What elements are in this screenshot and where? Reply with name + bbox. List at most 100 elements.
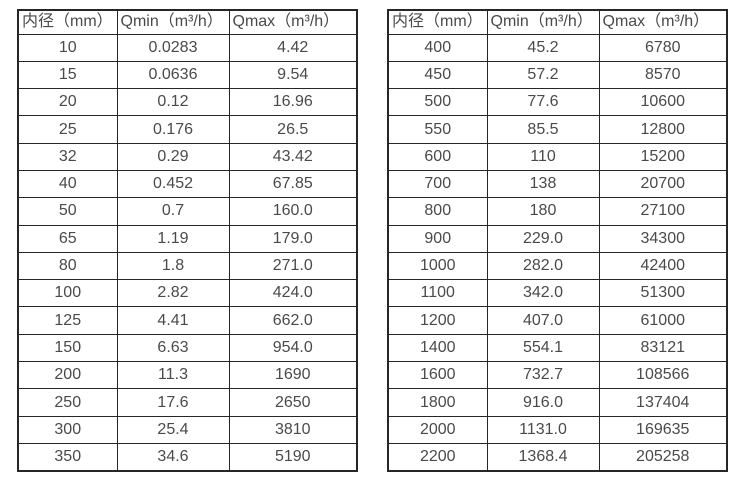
table-cell-diameter: 600	[387, 142, 488, 171]
table-row: 1400 554.1 83121	[387, 333, 728, 363]
table-cell-qmax: 9.54	[228, 60, 358, 90]
table-cell-qmax: 83121	[598, 333, 728, 363]
table-row: 2200 1368.4 205258	[387, 442, 728, 472]
table-cell-qmax: 10600	[598, 88, 728, 117]
table-row: 350 34.6 5190	[17, 442, 358, 472]
table-cell-diameter: 20	[17, 88, 118, 117]
table-cell-diameter: 80	[17, 251, 118, 281]
table-cell-qmin: 916.0	[486, 388, 600, 417]
table-row: 125 4.41 662.0	[17, 306, 358, 335]
table-cell-qmax: 424.0	[228, 279, 358, 308]
table-cell-qmax: 6780	[598, 33, 728, 62]
table-cell-diameter: 700	[387, 169, 488, 199]
table-cell-qmax: 954.0	[228, 333, 358, 363]
table-cell-qmax: 108566	[598, 361, 728, 390]
table-cell-diameter: 350	[17, 442, 118, 472]
table-cell-qmin: 0.0636	[116, 60, 230, 90]
table-row: 250 17.6 2650	[17, 388, 358, 417]
table-cell-qmax: 15200	[598, 142, 728, 171]
table-cell-qmin: 1131.0	[486, 415, 600, 444]
table-cell-qmin: 25.4	[116, 415, 230, 444]
table-cell-diameter: 25	[17, 115, 118, 144]
column-header-qmin: Qmin（m³/h）	[486, 9, 600, 35]
table-cell-qmin: 229.0	[486, 224, 600, 253]
table-row: 1100 342.0 51300	[387, 279, 728, 308]
table-cell-qmax: 169635	[598, 415, 728, 444]
header-row: 内径（mm） Qmin（m³/h） Qmax（m³/h）	[387, 9, 728, 35]
table-cell-qmin: 34.6	[116, 442, 230, 472]
table-cell-diameter: 1600	[387, 361, 488, 390]
table-row: 20 0.12 16.96	[17, 88, 358, 117]
table-row: 900 229.0 34300	[387, 224, 728, 253]
table-row: 600 110 15200	[387, 142, 728, 171]
table-cell-qmin: 57.2	[486, 60, 600, 90]
table-cell-qmax: 61000	[598, 306, 728, 335]
table-cell-diameter: 15	[17, 60, 118, 90]
column-header-diameter: 内径（mm）	[17, 9, 118, 35]
table-cell-diameter: 1800	[387, 388, 488, 417]
table-cell-qmin: 0.452	[116, 169, 230, 199]
flow-table-small-diameters: 内径（mm） Qmin（m³/h） Qmax（m³/h） 10 0.0283 4.42 15…	[17, 9, 358, 472]
table-row: 1200 407.0 61000	[387, 306, 728, 335]
table-cell-qmax: 27100	[598, 197, 728, 226]
table-cell-qmax: 271.0	[228, 251, 358, 281]
table-row: 10 0.0283 4.42	[17, 33, 358, 62]
table-row: 700 138 20700	[387, 169, 728, 199]
table-row: 450 57.2 8570	[387, 60, 728, 90]
table-cell-diameter: 200	[17, 361, 118, 390]
table-cell-qmax: 179.0	[228, 224, 358, 253]
table-row: 40 0.452 67.85	[17, 169, 358, 199]
table-cell-qmin: 2.82	[116, 279, 230, 308]
column-header-qmax: Qmax（m³/h）	[598, 9, 728, 35]
table-cell-qmax: 3810	[228, 415, 358, 444]
table-cell-qmin: 732.7	[486, 361, 600, 390]
table-row: 100 2.82 424.0	[17, 279, 358, 308]
table-cell-qmax: 2650	[228, 388, 358, 417]
table-cell-diameter: 900	[387, 224, 488, 253]
table-cell-diameter: 1100	[387, 279, 488, 308]
table-row: 150 6.63 954.0	[17, 333, 358, 363]
table-cell-qmin: 6.63	[116, 333, 230, 363]
table-cell-qmin: 1368.4	[486, 442, 600, 472]
flow-spec-tables-page: 内径（mm） Qmin（m³/h） Qmax（m³/h） 10 0.0283 4.42 15…	[17, 9, 728, 472]
table-cell-diameter: 1000	[387, 251, 488, 281]
table-cell-qmax: 160.0	[228, 197, 358, 226]
table-cell-qmax: 8570	[598, 60, 728, 90]
table-cell-qmax: 137404	[598, 388, 728, 417]
column-header-diameter: 内径（mm）	[387, 9, 488, 35]
table-cell-diameter: 150	[17, 333, 118, 363]
table-cell-qmin: 4.41	[116, 306, 230, 335]
table-cell-diameter: 40	[17, 169, 118, 199]
table-cell-qmax: 51300	[598, 279, 728, 308]
table-cell-diameter: 10	[17, 33, 118, 62]
table-row: 65 1.19 179.0	[17, 224, 358, 253]
table-row: 800 180 27100	[387, 197, 728, 226]
table-row: 1000 282.0 42400	[387, 251, 728, 281]
table-cell-diameter: 800	[387, 197, 488, 226]
table-cell-qmax: 4.42	[228, 33, 358, 62]
table-cell-qmin: 342.0	[486, 279, 600, 308]
table-cell-diameter: 32	[17, 142, 118, 171]
table-cell-qmax: 16.96	[228, 88, 358, 117]
table-cell-qmax: 205258	[598, 442, 728, 472]
table-cell-diameter: 50	[17, 197, 118, 226]
table-cell-diameter: 300	[17, 415, 118, 444]
table-cell-qmin: 0.12	[116, 88, 230, 117]
table-cell-qmin: 0.0283	[116, 33, 230, 62]
table-cell-qmin: 110	[486, 142, 600, 171]
table-cell-diameter: 550	[387, 115, 488, 144]
table-cell-qmax: 42400	[598, 251, 728, 281]
table-cell-qmin: 0.7	[116, 197, 230, 226]
table-cell-diameter: 1200	[387, 306, 488, 335]
table-row: 50 0.7 160.0	[17, 197, 358, 226]
table-row: 1800 916.0 137404	[387, 388, 728, 417]
table-cell-diameter: 2000	[387, 415, 488, 444]
table-cell-qmin: 0.176	[116, 115, 230, 144]
table-cell-qmin: 45.2	[486, 33, 600, 62]
table-cell-qmin: 77.6	[486, 88, 600, 117]
table-cell-qmax: 5190	[228, 442, 358, 472]
table-cell-qmax: 1690	[228, 361, 358, 390]
flow-table-large-diameters: 内径（mm） Qmin（m³/h） Qmax（m³/h） 400 45.2 6780 450…	[387, 9, 728, 472]
table-cell-diameter: 65	[17, 224, 118, 253]
table-row: 25 0.176 26.5	[17, 115, 358, 144]
